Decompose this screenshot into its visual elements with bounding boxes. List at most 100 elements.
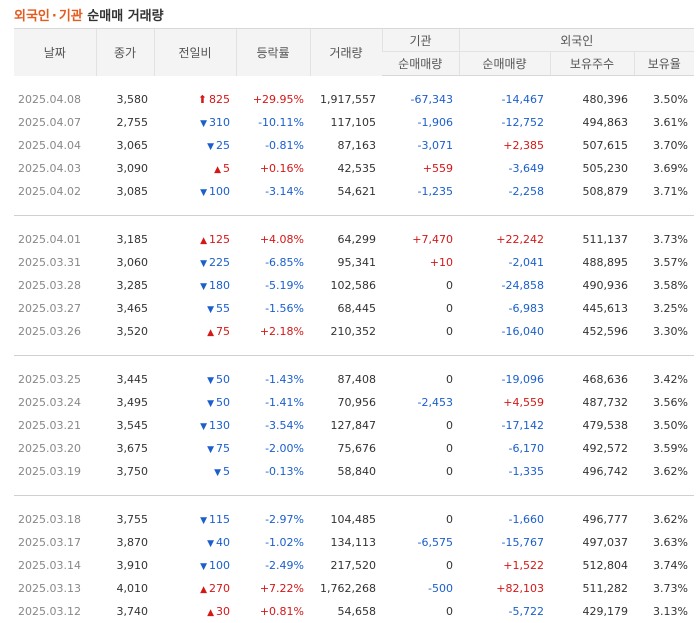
close-value: 3,520 bbox=[117, 325, 149, 338]
rate-cell: -1.56% bbox=[236, 297, 310, 320]
foreign-net-value: -6,983 bbox=[509, 302, 544, 315]
header-change: 전일비 bbox=[154, 29, 236, 76]
close-cell: 3,445 bbox=[96, 368, 154, 391]
down-triangle-icon: ▼ bbox=[200, 282, 207, 292]
change-cell: ▼225 bbox=[154, 251, 236, 274]
inst-net-cell: 0 bbox=[382, 460, 459, 483]
inst-net-value: -6,575 bbox=[418, 536, 453, 549]
close-value: 3,545 bbox=[117, 419, 149, 432]
volume-cell: 54,658 bbox=[310, 600, 382, 623]
foreign-ratio-value: 3.25% bbox=[653, 302, 688, 315]
foreign-net-cell: -3,649 bbox=[459, 157, 550, 180]
foreign-shares-cell: 490,936 bbox=[550, 274, 634, 297]
rate-cell: +0.81% bbox=[236, 600, 310, 623]
change-value: 100 bbox=[209, 559, 230, 572]
close-cell: 3,065 bbox=[96, 134, 154, 157]
foreign-shares-cell: 452,596 bbox=[550, 320, 634, 343]
foreign-ratio-cell: 3.62% bbox=[634, 508, 694, 531]
date-value: 2025.03.26 bbox=[18, 325, 81, 338]
up-triangle-icon: ▲ bbox=[207, 328, 214, 338]
inst-net-value: -3,071 bbox=[418, 139, 453, 152]
rate-value: -0.13% bbox=[265, 465, 304, 478]
foreign-shares-cell: 480,396 bbox=[550, 88, 634, 111]
foreign-ratio-value: 3.62% bbox=[653, 465, 688, 478]
foreign-ratio-value: 3.62% bbox=[653, 513, 688, 526]
foreign-ratio-cell: 3.57% bbox=[634, 251, 694, 274]
header-institution: 기관 bbox=[382, 29, 459, 52]
rate-cell: +29.95% bbox=[236, 88, 310, 111]
inst-net-value: 0 bbox=[446, 279, 453, 292]
change-value: 55 bbox=[216, 302, 230, 315]
volume-cell: 87,163 bbox=[310, 134, 382, 157]
foreign-shares-cell: 497,037 bbox=[550, 531, 634, 554]
inst-net-value: -2,453 bbox=[418, 396, 453, 409]
title-separator: · bbox=[52, 9, 57, 24]
rate-cell: -1.02% bbox=[236, 531, 310, 554]
foreign-shares-cell: 511,137 bbox=[550, 228, 634, 251]
inst-net-value: -1,235 bbox=[418, 185, 453, 198]
inst-net-cell: 0 bbox=[382, 320, 459, 343]
foreign-ratio-cell: 3.62% bbox=[634, 460, 694, 483]
date-value: 2025.04.07 bbox=[18, 116, 81, 129]
volume-value: 54,621 bbox=[338, 185, 377, 198]
volume-value: 104,485 bbox=[331, 513, 377, 526]
close-value: 3,870 bbox=[117, 536, 149, 549]
upper-limit-arrow-icon: ⬆ bbox=[198, 93, 207, 106]
foreign-net-value: -16,040 bbox=[502, 325, 544, 338]
inst-net-value: 0 bbox=[446, 513, 453, 526]
foreign-ratio-cell: 3.59% bbox=[634, 437, 694, 460]
inst-net-cell: -67,343 bbox=[382, 88, 459, 111]
rate-value: -1.02% bbox=[265, 536, 304, 549]
volume-cell: 54,621 bbox=[310, 180, 382, 203]
foreign-shares-value: 508,879 bbox=[583, 185, 629, 198]
foreign-net-value: -24,858 bbox=[502, 279, 544, 292]
inst-net-value: -1,906 bbox=[418, 116, 453, 129]
up-triangle-icon: ▲ bbox=[200, 236, 207, 246]
volume-value: 87,163 bbox=[338, 139, 377, 152]
foreign-net-value: -17,142 bbox=[502, 419, 544, 432]
foreign-ratio-value: 3.56% bbox=[653, 396, 688, 409]
rate-cell: -2.49% bbox=[236, 554, 310, 577]
change-cell: ▲75 bbox=[154, 320, 236, 343]
date-cell: 2025.04.01 bbox=[14, 228, 96, 251]
foreign-net-value: -2,041 bbox=[509, 256, 544, 269]
foreign-net-value: -5,722 bbox=[509, 605, 544, 618]
rate-value: -10.11% bbox=[258, 116, 304, 129]
change-value: 50 bbox=[216, 396, 230, 409]
foreign-net-cell: +1,522 bbox=[459, 554, 550, 577]
volume-value: 64,299 bbox=[338, 233, 377, 246]
gap-cell bbox=[14, 203, 694, 216]
foreign-ratio-value: 3.63% bbox=[653, 536, 688, 549]
rate-value: -1.41% bbox=[265, 396, 304, 409]
header-date: 날짜 bbox=[14, 29, 96, 76]
down-triangle-icon: ▼ bbox=[207, 305, 214, 315]
foreign-shares-value: 490,936 bbox=[583, 279, 629, 292]
rate-cell: -5.19% bbox=[236, 274, 310, 297]
foreign-net-cell: -17,142 bbox=[459, 414, 550, 437]
rate-cell: +4.08% bbox=[236, 228, 310, 251]
foreign-shares-cell: 488,895 bbox=[550, 251, 634, 274]
down-triangle-icon: ▼ bbox=[207, 539, 214, 549]
foreign-net-cell: -2,041 bbox=[459, 251, 550, 274]
foreign-shares-value: 479,538 bbox=[583, 419, 629, 432]
foreign-net-value: -6,170 bbox=[509, 442, 544, 455]
rate-cell: +7.22% bbox=[236, 577, 310, 600]
date-value: 2025.03.25 bbox=[18, 373, 81, 386]
date-value: 2025.03.31 bbox=[18, 256, 81, 269]
inst-net-value: -67,343 bbox=[411, 93, 453, 106]
foreign-ratio-cell: 3.74% bbox=[634, 554, 694, 577]
rate-value: -3.14% bbox=[265, 185, 304, 198]
change-cell: ▼40 bbox=[154, 531, 236, 554]
foreign-shares-value: 487,732 bbox=[583, 396, 629, 409]
foreign-net-value: +4,559 bbox=[503, 396, 544, 409]
date-cell: 2025.03.20 bbox=[14, 437, 96, 460]
close-value: 3,060 bbox=[117, 256, 149, 269]
close-value: 3,085 bbox=[117, 185, 149, 198]
foreign-net-cell: -16,040 bbox=[459, 320, 550, 343]
date-cell: 2025.03.13 bbox=[14, 577, 96, 600]
close-cell: 2,755 bbox=[96, 111, 154, 134]
